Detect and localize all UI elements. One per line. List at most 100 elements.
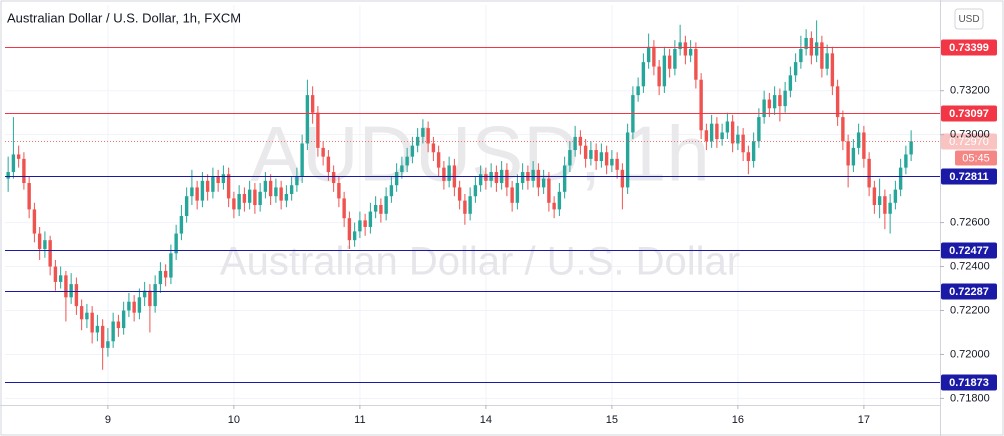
level-label-box [941,283,997,300]
candle-body [368,211,373,227]
candle-body [232,198,236,210]
candle-body [562,165,567,192]
candle-body [321,147,325,157]
grid [5,5,940,405]
candle-body [604,152,609,166]
candle-body [342,198,346,219]
candle-body [762,99,766,118]
candle-body [274,187,278,197]
candle-body [814,42,819,56]
candle-body [615,158,619,170]
candle-body [132,301,136,313]
candle-body [95,325,100,333]
candle-body [195,187,199,201]
candle-body [279,187,283,201]
y-tick-label: 0.71800 [950,392,990,404]
candle-body [841,117,845,142]
candle-body [578,136,583,146]
candle-body [872,187,877,205]
candle-body [106,341,110,348]
candle-body [436,152,441,168]
x-tick-label: 16 [732,414,744,426]
candle-body [379,205,383,214]
candle-body [69,284,73,298]
candle-body [116,321,121,329]
candle-body [316,112,320,148]
level-label: 0.72287 [949,286,989,298]
candle-body [589,150,593,159]
candle-body [221,174,226,184]
candle-body [809,37,814,56]
x-tick-label: 17 [858,414,870,426]
chart-title: Australian Dollar / U.S. Dollar, 1h, FXC… [7,10,241,25]
level-label-box [941,374,997,391]
candle-body [190,187,194,197]
level-label: 0.73399 [949,42,989,54]
candle-body [58,275,63,282]
y-tick-label: 0.72600 [950,216,990,228]
candle-body [300,143,304,177]
candle-body [253,189,257,205]
candle-body [599,152,604,162]
level-label-box [941,242,997,259]
candle-body [226,174,231,199]
candle-body [730,121,735,144]
candle-body [888,202,892,214]
candle-body [373,205,378,212]
candle-body [85,312,89,320]
candle-body [326,156,331,173]
candle-body [153,284,157,307]
candle-body [247,189,252,203]
candle-body [310,95,315,113]
candle-body [468,196,472,214]
candle-body [74,284,79,307]
candle-body [725,121,730,133]
candle-body [505,169,509,188]
candle-body [772,95,777,109]
candle-body [421,128,425,137]
candle-body [32,209,37,234]
candle-body [641,62,646,87]
candle-body [174,233,178,254]
candle-body [394,172,399,186]
candle-body [447,165,451,181]
candle-body [148,290,152,307]
candle-body [883,196,887,214]
countdown-label: 05:45 [962,152,990,164]
candle-body [200,180,205,201]
candle-body [804,37,808,49]
candle-body [699,79,703,131]
candle-body [405,156,409,166]
candle-body [793,62,798,76]
candle-body [547,178,551,203]
candle-body [688,48,693,56]
y-tick-label: 0.73200 [950,85,990,97]
candle-body [594,150,598,162]
candle-body [79,306,84,320]
currency-button[interactable] [954,8,984,30]
candle-body [205,180,210,192]
candle-body [337,183,341,199]
candle-body [898,167,903,190]
candle-body [22,158,26,184]
candle-body [384,196,388,214]
candle-body [662,55,667,87]
candle-body [904,154,908,168]
y-tick-label: 0.72400 [950,260,990,272]
x-tick-label: 15 [606,414,618,426]
candle-body [788,75,793,91]
candle-body [410,145,415,157]
candle-body [720,132,724,140]
countdown-box [955,150,997,166]
candle-body [352,231,357,241]
candle-body [6,172,10,179]
candle-body [169,253,173,278]
candle-body [573,136,577,151]
candle-body [667,55,672,69]
candle-body [295,176,299,186]
candle-body [163,270,168,278]
candle-body [673,48,677,69]
